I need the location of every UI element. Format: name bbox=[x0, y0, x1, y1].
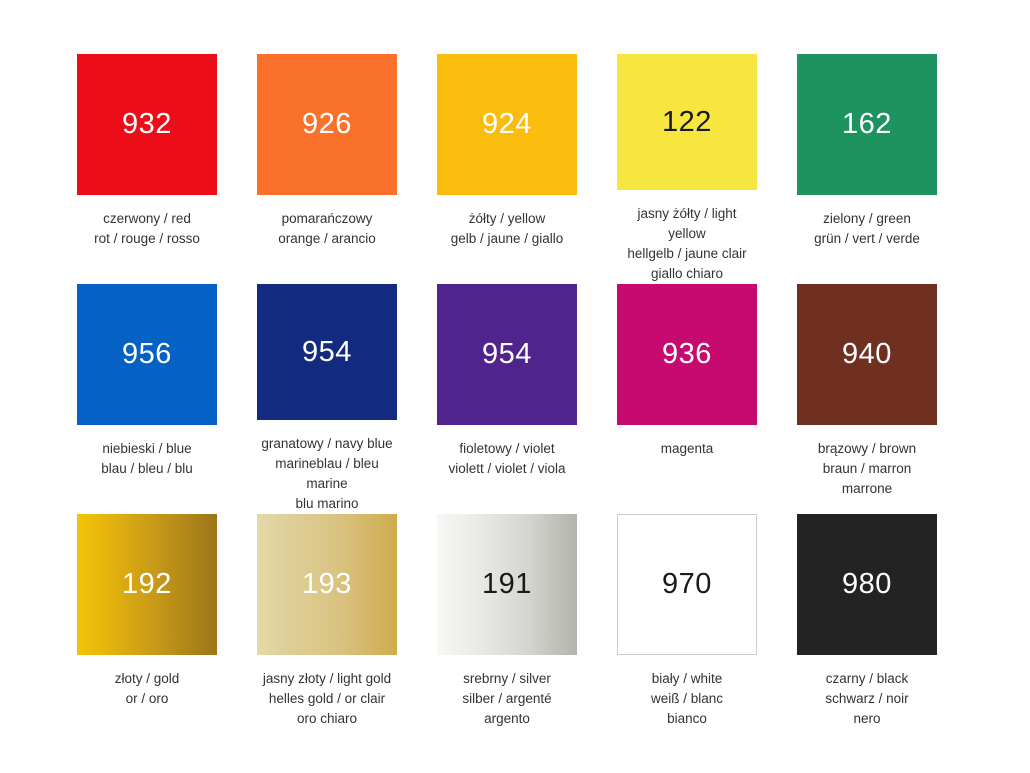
swatch-label: czarny / black schwarz / noir nero bbox=[825, 671, 909, 726]
color-swatch[interactable]: 940 bbox=[797, 284, 937, 425]
swatch-code: 956 bbox=[122, 338, 172, 370]
color-swatch[interactable]: 162 bbox=[797, 54, 937, 195]
color-swatch[interactable]: 970 bbox=[617, 514, 757, 655]
swatch-cell: 924 żółty / yellow gelb / jaune / giallo bbox=[437, 54, 617, 284]
color-swatch[interactable]: 932 bbox=[77, 54, 217, 195]
swatch-code: 940 bbox=[842, 338, 892, 370]
swatch-cell: 980 czarny / black schwarz / noir nero bbox=[797, 514, 977, 744]
swatch-label: żółty / yellow gelb / jaune / giallo bbox=[450, 211, 564, 246]
swatch-label: biały / white weiß / blanc bianco bbox=[650, 671, 724, 726]
swatch-cell: 932 czerwony / red rot / rouge / rosso bbox=[77, 54, 257, 284]
swatch-cell: 954 fioletowy / violet violett / violet /… bbox=[437, 284, 617, 514]
color-swatch[interactable]: 924 bbox=[437, 54, 577, 195]
swatch-cell: 122 jasny żółty / light yellow hellgelb /… bbox=[617, 54, 797, 284]
swatch-label: pomarańczowy orange / arancio bbox=[278, 211, 376, 246]
swatch-cell: 926 pomarańczowy orange / arancio bbox=[257, 54, 437, 284]
swatch-code: 924 bbox=[482, 108, 532, 140]
color-swatch[interactable]: 956 bbox=[77, 284, 217, 425]
swatch-code: 191 bbox=[482, 568, 532, 600]
swatch-code: 954 bbox=[302, 335, 352, 368]
swatch-code: 193 bbox=[302, 568, 352, 600]
swatch-cell: 954 granatowy / navy blue marineblau / bl… bbox=[257, 284, 437, 514]
swatch-code: 926 bbox=[302, 108, 352, 140]
swatch-code: 932 bbox=[122, 108, 172, 140]
color-swatch[interactable]: 926 bbox=[257, 54, 397, 195]
swatch-code: 936 bbox=[662, 338, 712, 370]
color-swatch[interactable]: 936 bbox=[617, 284, 757, 425]
swatch-cell: 162 zielony / green grün / vert / verde bbox=[797, 54, 977, 284]
swatch-code: 970 bbox=[662, 568, 712, 600]
swatch-code: 162 bbox=[842, 108, 892, 140]
swatch-cell: 191 srebrny / silver silber / argenté arg… bbox=[437, 514, 617, 744]
swatch-cell: 940 brązowy / brown braun / marron marron… bbox=[797, 284, 977, 514]
swatch-label: jasny złoty / light gold helles gold / o… bbox=[262, 671, 392, 726]
swatch-code: 192 bbox=[122, 568, 172, 600]
swatch-cell: 970 biały / white weiß / blanc bianco bbox=[617, 514, 797, 744]
color-swatch[interactable]: 954 bbox=[257, 284, 397, 420]
swatch-label: czerwony / red rot / rouge / rosso bbox=[94, 211, 200, 246]
swatch-code: 980 bbox=[842, 568, 892, 600]
swatch-cell: 193 jasny złoty / light gold helles gold … bbox=[257, 514, 437, 744]
color-swatch[interactable]: 954 bbox=[437, 284, 577, 425]
color-swatch[interactable]: 193 bbox=[257, 514, 397, 655]
swatch-code: 122 bbox=[662, 105, 712, 138]
swatch-label: złoty / gold or / oro bbox=[114, 671, 180, 706]
swatch-code: 954 bbox=[482, 338, 532, 370]
color-swatch[interactable]: 192 bbox=[77, 514, 217, 655]
swatch-label: magenta bbox=[660, 441, 714, 456]
color-swatch[interactable]: 122 bbox=[617, 54, 757, 190]
color-swatch[interactable]: 980 bbox=[797, 514, 937, 655]
swatch-cell: 192 złoty / gold or / oro bbox=[77, 514, 257, 744]
swatch-cell: 936 magenta bbox=[617, 284, 797, 514]
swatch-label: niebieski / blue blau / bleu / blu bbox=[101, 441, 193, 476]
swatch-label: zielony / green grün / vert / verde bbox=[814, 211, 920, 246]
swatch-label: brązowy / brown braun / marron marrone bbox=[817, 441, 917, 496]
swatch-label: granatowy / navy blue marineblau / bleu … bbox=[261, 436, 393, 511]
swatch-grid: 932 czerwony / red rot / rouge / rosso 926… bbox=[77, 54, 977, 744]
swatch-label: fioletowy / violet violett / violet / vi… bbox=[448, 441, 566, 476]
swatch-cell: 956 niebieski / blue blau / bleu / blu bbox=[77, 284, 257, 514]
swatch-label: jasny żółty / light yellow hellgelb / ja… bbox=[627, 206, 747, 281]
swatch-label: srebrny / silver silber / argenté argent… bbox=[462, 671, 552, 726]
color-swatch[interactable]: 191 bbox=[437, 514, 577, 655]
